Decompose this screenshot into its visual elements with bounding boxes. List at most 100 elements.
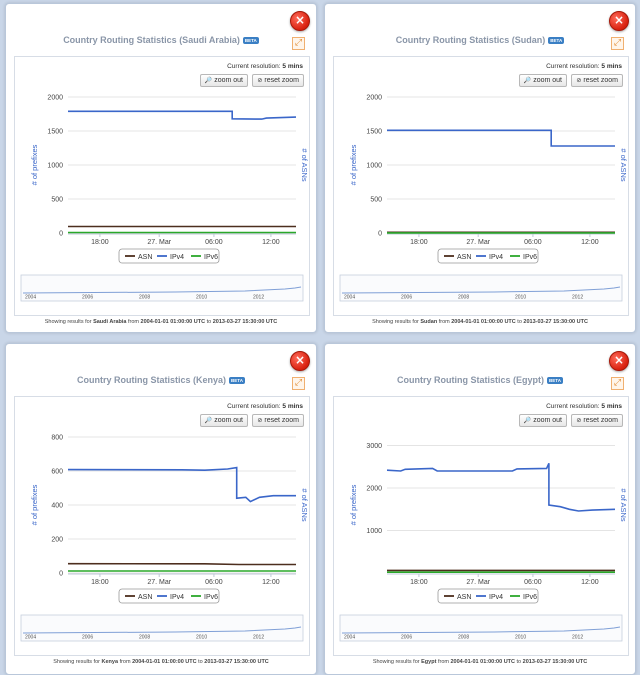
chart-svg[interactable]: 1000 2000 3000 18:00 27. Mar 06:00 12:00 # of p… — [334, 397, 628, 655]
legend-label-ipv6[interactable]: IPv6 — [523, 594, 537, 601]
y-tick-label: 1000 — [366, 163, 382, 170]
x-tick-label: 06:00 — [524, 239, 542, 246]
legend-box — [118, 248, 220, 264]
navigator-frame[interactable] — [339, 274, 623, 302]
chart-svg[interactable]: 0 200 400 600 800 18:00 27. Mar 06:00 12:00 # of … — [15, 397, 309, 655]
navigator-tick-label: 2010 — [515, 635, 526, 641]
navigator-tick-label: 2006 — [401, 295, 412, 301]
navigator[interactable]: 2004 2006 2008 2010 2012 — [339, 274, 623, 302]
magnifier-icon: 🔎 — [204, 417, 213, 424]
reset-icon: ⊘ — [576, 417, 582, 424]
expand-icon[interactable]: ⤢ — [611, 377, 624, 390]
zoom-out-button[interactable]: 🔎 zoom out — [518, 74, 567, 87]
navigator-tick-label: 2006 — [82, 635, 93, 641]
panel-title: Country Routing Statistics (Sudan) BETA — [395, 35, 565, 45]
y-axis-title-right: # of ASNs — [619, 148, 628, 182]
legend-label-ipv6[interactable]: IPv6 — [204, 254, 218, 261]
legend-label-ipv4[interactable]: IPv4 — [170, 594, 184, 601]
navigator-tick-label: 2012 — [253, 635, 264, 641]
y-tick-label: 800 — [51, 435, 63, 442]
legend-label-asn[interactable]: ASN — [138, 594, 152, 601]
series-line-ipv4 — [386, 462, 616, 512]
navigator-tick-label: 2010 — [196, 635, 207, 641]
x-tick-label: 12:00 — [262, 239, 280, 246]
y-tick-label: 200 — [51, 537, 63, 544]
results-footer: Showing results for Egypt from 2004-01-0… — [372, 659, 588, 665]
navigator-frame[interactable] — [339, 614, 623, 642]
beta-badge: BETA — [547, 377, 563, 385]
legend-box — [437, 248, 539, 264]
x-tick-label: 27. Mar — [466, 239, 490, 246]
beta-badge: BETA — [242, 37, 259, 45]
navigator-series — [22, 626, 302, 634]
legend-label-asn[interactable]: ASN — [457, 594, 471, 601]
resolution-label: Current resolution: 5 mins — [227, 63, 303, 70]
reset-zoom-button[interactable]: ⊘ reset zoom — [252, 74, 304, 87]
y-tick-label: 400 — [51, 503, 63, 510]
routing-panel-saudi-arabia: × ⤢ Country Routing Statistics (Saudi Ar… — [5, 3, 317, 333]
y-axis-title-right: # of ASNs — [300, 488, 309, 522]
y-axis-title-left: # of prefixes — [30, 144, 39, 185]
navigator-tick-label: 2010 — [196, 295, 207, 301]
zoom-out-button[interactable]: 🔎 zoom out — [199, 414, 248, 427]
y-tick-label: 2000 — [366, 95, 382, 102]
x-tick-label: 12:00 — [262, 579, 280, 586]
x-tick-label: 27. Mar — [147, 239, 171, 246]
x-tick-label: 27. Mar — [466, 579, 490, 586]
navigator[interactable]: 2004 2006 2008 2010 2012 — [339, 614, 623, 642]
y-tick-label: 2000 — [366, 486, 382, 493]
legend-label-asn[interactable]: ASN — [457, 254, 471, 261]
legend: ASN IPv4 IPv6 — [437, 588, 539, 604]
series-line-ipv4 — [67, 466, 296, 503]
legend-label-ipv6[interactable]: IPv6 — [523, 254, 537, 261]
navigator-tick-label: 2008 — [458, 635, 469, 641]
beta-badge: BETA — [229, 377, 245, 385]
navigator-tick-label: 2008 — [139, 635, 150, 641]
close-icon[interactable]: × — [290, 351, 310, 371]
chart-svg[interactable]: 0 500 1000 1500 2000 18:00 27. Mar 06:00 12:00 # … — [15, 57, 309, 315]
legend: ASN IPv4 IPv6 — [118, 248, 220, 264]
legend-label-ipv4[interactable]: IPv4 — [489, 594, 503, 601]
navigator-frame[interactable] — [20, 614, 304, 642]
x-tick-label: 27. Mar — [147, 579, 171, 586]
chart-svg[interactable]: 0 500 1000 1500 2000 18:00 27. Mar 06:00 12:00 # … — [334, 57, 628, 315]
navigator[interactable]: 2004 2006 2008 2010 2012 — [20, 614, 304, 642]
y-tick-label: 0 — [378, 231, 382, 238]
expand-icon[interactable]: ⤢ — [292, 377, 305, 390]
navigator-tick-label: 2008 — [139, 295, 150, 301]
magnifier-icon: 🔎 — [523, 77, 532, 84]
navigator-frame[interactable] — [20, 274, 304, 302]
reset-zoom-button[interactable]: ⊘ reset zoom — [571, 414, 623, 427]
routing-panel-egypt: × ⤢ Country Routing Statistics (Egypt) BE… — [324, 343, 636, 675]
navigator-series — [341, 626, 621, 634]
results-footer: Showing results for Saudi Arabia from 20… — [44, 319, 278, 325]
y-tick-label: 500 — [51, 197, 63, 204]
reset-zoom-button[interactable]: ⊘ reset zoom — [571, 74, 623, 87]
legend-label-asn[interactable]: ASN — [138, 254, 152, 261]
expand-icon[interactable]: ⤢ — [292, 37, 305, 50]
close-icon[interactable]: × — [609, 351, 629, 371]
navigator-series — [341, 286, 621, 294]
y-axis-title-left: # of prefixes — [349, 484, 358, 525]
legend-label-ipv4[interactable]: IPv4 — [489, 254, 503, 261]
legend-label-ipv4[interactable]: IPv4 — [170, 254, 184, 261]
y-axis-title-left: # of prefixes — [349, 144, 358, 185]
legend-label-ipv6[interactable]: IPv6 — [204, 594, 218, 601]
panel-title: Country Routing Statistics (Saudi Arabia… — [63, 35, 259, 45]
zoom-out-button[interactable]: 🔎 zoom out — [199, 74, 248, 87]
y-axis-title-right: # of ASNs — [300, 148, 309, 182]
panel-title: Country Routing Statistics (Egypt) BETA — [397, 375, 563, 385]
close-icon[interactable]: × — [609, 11, 629, 31]
expand-icon[interactable]: ⤢ — [611, 37, 624, 50]
zoom-out-button[interactable]: 🔎 zoom out — [518, 414, 567, 427]
resolution-label: Current resolution: 5 mins — [546, 63, 622, 70]
routing-panel-kenya: × ⤢ Country Routing Statistics (Kenya) BE… — [5, 343, 317, 675]
navigator-tick-label: 2012 — [253, 295, 264, 301]
x-tick-label: 06:00 — [205, 579, 223, 586]
y-tick-label: 1000 — [366, 528, 382, 535]
navigator[interactable]: 2004 2006 2008 2010 2012 — [20, 274, 304, 302]
routing-panel-sudan: × ⤢ Country Routing Statistics (Sudan) BE… — [324, 3, 636, 333]
reset-zoom-button[interactable]: ⊘ reset zoom — [252, 414, 304, 427]
x-tick-label: 06:00 — [524, 579, 542, 586]
close-icon[interactable]: × — [290, 11, 310, 31]
